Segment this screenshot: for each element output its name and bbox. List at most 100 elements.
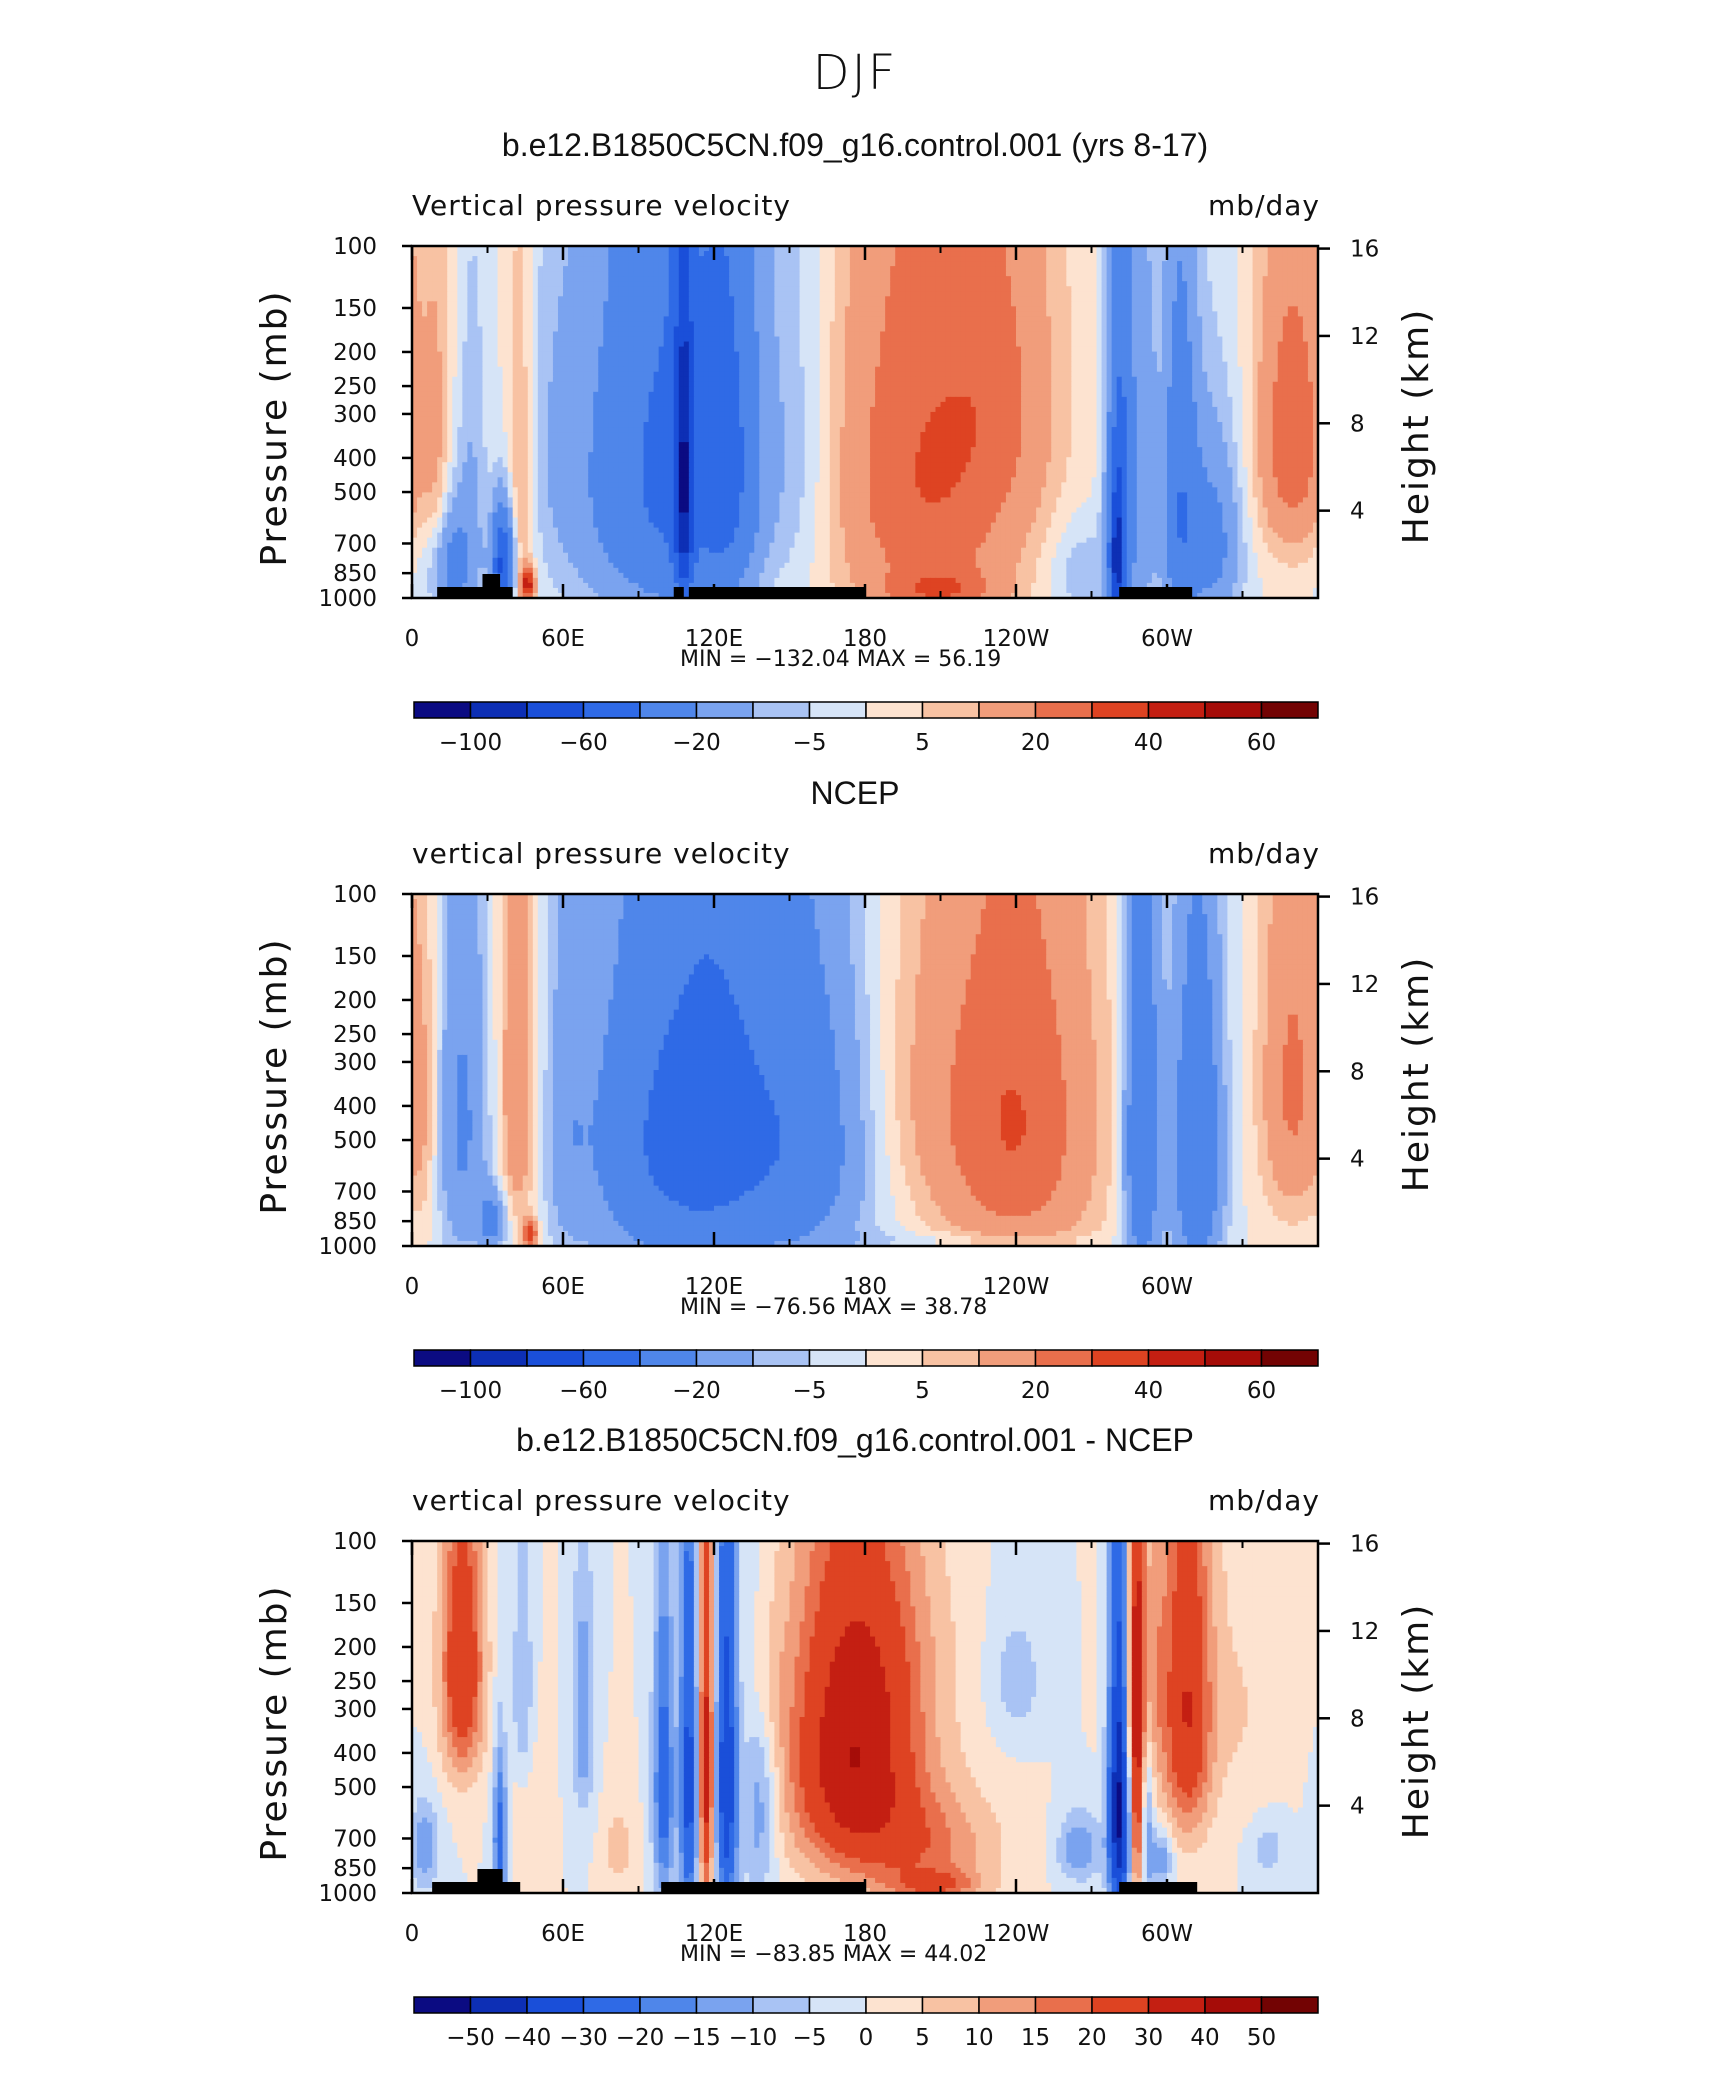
- heatmap-cell: [724, 321, 730, 327]
- heatmap-cell: [704, 321, 710, 327]
- heatmap-cell: [1152, 286, 1158, 292]
- heatmap-cell: [961, 296, 967, 302]
- heatmap-cell: [1273, 311, 1279, 317]
- heatmap-cell: [659, 377, 665, 383]
- heatmap-cell: [417, 377, 423, 383]
- heatmap-cell: [1036, 306, 1042, 312]
- heatmap-cell: [1278, 321, 1284, 327]
- heatmap-cell: [628, 301, 634, 307]
- heatmap-cell: [538, 377, 544, 383]
- heatmap-cell: [654, 281, 660, 287]
- heatmap-cell: [769, 271, 775, 277]
- heatmap-cell: [1026, 337, 1032, 343]
- heatmap-cell: [925, 337, 931, 343]
- heatmap-cell: [759, 296, 765, 302]
- heatmap-cell: [860, 281, 866, 287]
- heatmap-cell: [1147, 342, 1153, 348]
- heatmap-cell: [1061, 261, 1067, 267]
- heatmap-cell: [1147, 352, 1153, 358]
- heatmap-cell: [639, 291, 645, 297]
- heatmap-cell: [578, 316, 584, 322]
- heatmap-cell: [553, 377, 559, 383]
- heatmap-cell: [1112, 296, 1118, 302]
- heatmap-cell: [1102, 271, 1108, 277]
- heatmap-cell: [462, 326, 468, 332]
- heatmap-cell: [719, 306, 725, 312]
- heatmap-cell: [1112, 276, 1118, 282]
- heatmap-cell: [910, 362, 916, 368]
- heatmap-cell: [880, 337, 886, 343]
- heatmap-cell: [447, 306, 453, 312]
- heatmap-cell: [764, 276, 770, 282]
- heatmap-cell: [764, 337, 770, 343]
- heatmap-cell: [790, 372, 796, 378]
- heatmap-cell: [1273, 306, 1279, 312]
- heatmap-cell: [1263, 271, 1269, 277]
- heatmap-cell: [795, 331, 801, 337]
- heatmap-cell: [704, 372, 710, 378]
- heatmap-cell: [825, 362, 831, 368]
- heatmap-cell: [1232, 377, 1238, 383]
- heatmap-cell: [779, 291, 785, 297]
- heatmap-cell: [986, 337, 992, 343]
- heatmap-cell: [1147, 377, 1153, 383]
- heatmap-cell: [422, 316, 428, 322]
- heatmap-cell: [543, 306, 549, 312]
- heatmap-cell: [1187, 337, 1193, 343]
- heatmap-cell: [548, 286, 554, 292]
- heatmap-cell: [633, 271, 639, 277]
- heatmap-cell: [1112, 286, 1118, 292]
- heatmap-cell: [946, 306, 952, 312]
- heatmap-cell: [1147, 347, 1153, 353]
- heatmap-cell: [558, 367, 564, 373]
- heatmap-cell: [593, 347, 599, 353]
- heatmap-cell: [1232, 276, 1238, 282]
- heatmap-cell: [694, 372, 700, 378]
- heatmap-cell: [472, 301, 478, 307]
- heatmap-cell: [538, 352, 544, 358]
- heatmap-cell: [608, 316, 614, 322]
- heatmap-cell: [462, 266, 468, 272]
- heatmap-cell: [1031, 382, 1037, 388]
- heatmap-cell: [991, 311, 997, 317]
- heatmap-cell: [991, 342, 997, 348]
- heatmap-cell: [1112, 377, 1118, 383]
- heatmap-cell: [1182, 266, 1188, 272]
- heatmap-cell: [1157, 251, 1163, 257]
- heatmap-cell: [422, 347, 428, 353]
- heatmap-cell: [1212, 357, 1218, 363]
- heatmap-cell: [870, 321, 876, 327]
- heatmap-cell: [452, 342, 458, 348]
- heatmap-cell: [779, 377, 785, 383]
- heatmap-cell: [935, 316, 941, 322]
- heatmap-cell: [1112, 316, 1118, 322]
- heatmap-cell: [925, 306, 931, 312]
- heatmap-cell: [583, 372, 589, 378]
- heatmap-cell: [689, 352, 695, 358]
- heatmap-cell: [1117, 342, 1123, 348]
- heatmap-cell: [583, 357, 589, 363]
- heatmap-cell: [1263, 256, 1269, 262]
- heatmap-cell: [528, 311, 534, 317]
- heatmap-cell: [1086, 342, 1092, 348]
- heatmap-cell: [488, 347, 494, 353]
- heatmap-cell: [759, 311, 765, 317]
- heatmap-cell: [1308, 342, 1314, 348]
- heatmap-cell: [538, 331, 544, 337]
- heatmap-cell: [784, 266, 790, 272]
- heatmap-cell: [649, 286, 655, 292]
- heatmap-cell: [830, 266, 836, 272]
- heatmap-cell: [1283, 271, 1289, 277]
- heatmap-cell: [1187, 352, 1193, 358]
- heatmap-cell: [1217, 342, 1223, 348]
- heatmap-cell: [1268, 347, 1274, 353]
- heatmap-cell: [432, 367, 438, 373]
- heatmap-cell: [779, 281, 785, 287]
- heatmap-cell: [462, 271, 468, 277]
- heatmap-cell: [508, 382, 514, 388]
- heatmap-cell: [1021, 357, 1027, 363]
- heatmap-cell: [498, 296, 504, 302]
- heatmap-cell: [795, 326, 801, 332]
- heatmap-cell: [1157, 342, 1163, 348]
- heatmap-cell: [679, 377, 685, 383]
